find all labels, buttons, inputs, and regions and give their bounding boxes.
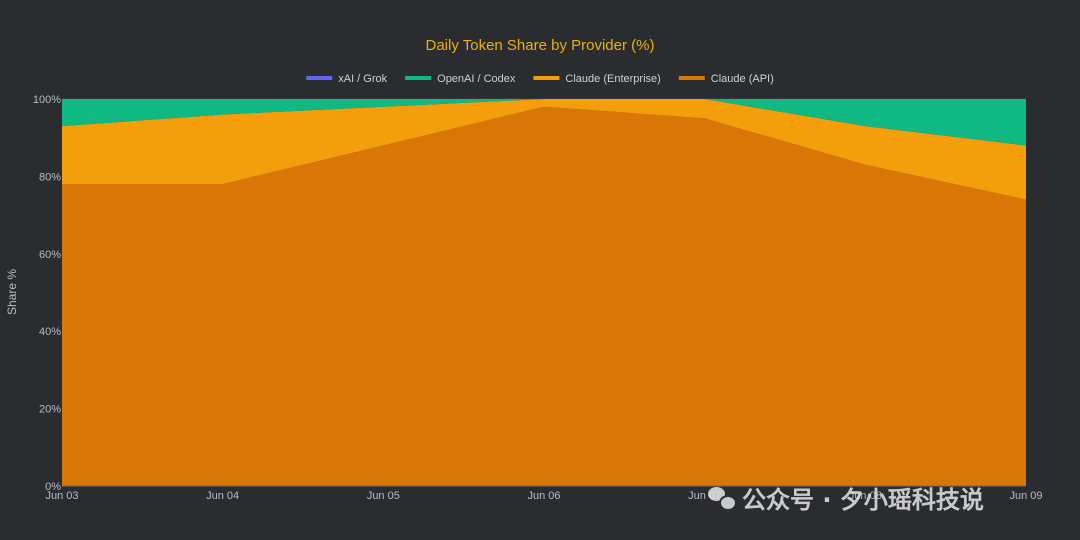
legend-item[interactable]: Claude (Enterprise) [533, 73, 661, 85]
area-openai-codex [62, 99, 1026, 146]
legend-swatch [405, 76, 432, 80]
y-tick-label: 80% [39, 171, 61, 183]
x-tick-label: Jun 03 [45, 490, 78, 502]
area-claude-enterprise [62, 99, 1026, 200]
x-tick-label: Jun 08 [849, 490, 882, 502]
x-tick-label: Jun 06 [527, 490, 560, 502]
y-tick-label: 40% [39, 326, 61, 338]
legend-swatch [306, 76, 333, 80]
x-axis: Jun 03 Jun 04 Jun 05 Jun 06 Jun 07 Jun 08 Jun … [45, 485, 1043, 502]
legend-item[interactable]: Claude (API) [678, 73, 774, 85]
x-tick-label: Jun 05 [367, 490, 400, 502]
y-tick-label: 100% [33, 94, 61, 106]
y-tick-label: 20% [39, 404, 61, 416]
legend-swatch [533, 76, 560, 80]
legend-label: Claude (Enterprise) [565, 73, 660, 85]
legend: xAI / Grok OpenAI / Codex Claude (Enterpri… [306, 73, 774, 85]
x-tick-label: Jun 09 [1009, 490, 1042, 502]
legend-item[interactable]: OpenAI / Codex [405, 73, 516, 85]
area-claude-api [62, 106, 1026, 487]
legend-label: xAI / Grok [338, 73, 387, 85]
legend-swatch [678, 76, 705, 80]
x-tick-label: Jun 07 [688, 490, 721, 502]
y-tick-label: 60% [39, 249, 61, 261]
y-axis: 0% 20% 40% 60% 80% 100% [33, 94, 61, 493]
series-areas [62, 99, 1026, 487]
y-axis-title: Share % [5, 269, 19, 315]
x-tick-label: Jun 04 [206, 490, 239, 502]
legend-label: OpenAI / Codex [437, 73, 516, 85]
chart-title: Daily Token Share by Provider (%) [426, 37, 655, 54]
y-tick-label: 0% [45, 481, 61, 493]
legend-label: Claude (API) [711, 73, 774, 85]
legend-item[interactable]: xAI / Grok [306, 73, 388, 85]
